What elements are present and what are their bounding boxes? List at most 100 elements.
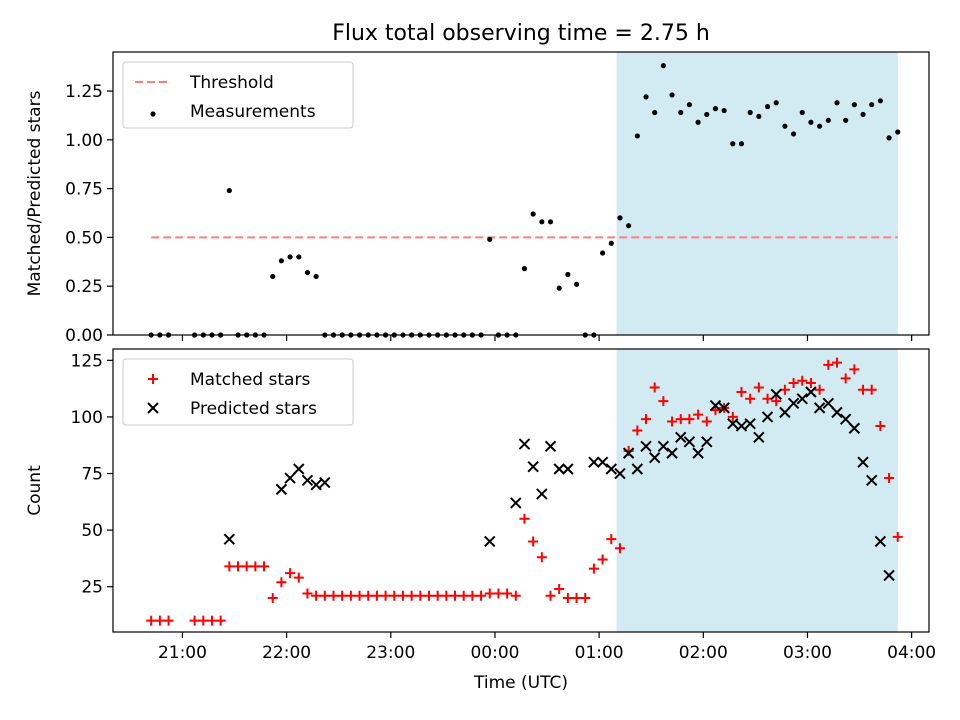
measurement-point bbox=[704, 111, 710, 118]
predicted-star-point bbox=[527, 461, 539, 473]
measurement-point bbox=[782, 123, 788, 129]
legend-label: Predicted stars bbox=[190, 399, 317, 419]
matched-star-point bbox=[805, 377, 816, 388]
predicted-star-point bbox=[588, 456, 600, 468]
predicted-star-point bbox=[631, 463, 644, 475]
matched-star-point bbox=[319, 590, 330, 601]
matched-star-point bbox=[675, 414, 686, 425]
measurement-point bbox=[278, 258, 285, 264]
matched-star-point bbox=[745, 393, 756, 404]
predicted-star-point bbox=[796, 393, 808, 405]
matched-star-point bbox=[285, 568, 296, 579]
matched-star-point bbox=[545, 590, 556, 601]
predicted-star-point bbox=[727, 418, 739, 430]
measurement-point bbox=[851, 102, 857, 108]
legend-box bbox=[122, 358, 354, 426]
predicted-star-point bbox=[692, 447, 704, 459]
matched-star-point bbox=[363, 590, 374, 601]
matched-star-point bbox=[458, 590, 469, 601]
predicted-star-point bbox=[883, 569, 895, 582]
matched-star-point bbox=[814, 384, 825, 395]
y-tick-label: 50 bbox=[81, 521, 103, 541]
top-panel: 0.00 0.25 0.50 0.75 1.00 1.25 Matched/Predicte… bbox=[25, 51, 930, 346]
measurement-point bbox=[226, 187, 232, 194]
matched-star-point bbox=[771, 396, 782, 407]
y-tick-label: 125 bbox=[71, 351, 103, 371]
x-tick-label: 21:00 bbox=[158, 643, 207, 663]
measurement-point bbox=[547, 219, 554, 225]
measurement-point bbox=[521, 266, 528, 272]
measurement-point bbox=[721, 107, 727, 114]
legend-label: Measurements bbox=[190, 102, 316, 122]
measurement-point bbox=[738, 141, 745, 147]
predicted-star-point bbox=[779, 406, 791, 419]
measurement-point bbox=[886, 135, 892, 141]
predicted-star-point bbox=[701, 436, 713, 448]
predicted-star-point bbox=[284, 472, 296, 484]
predicted-star-point bbox=[614, 467, 626, 480]
matched-star-point bbox=[658, 396, 669, 407]
matched-star-point bbox=[189, 615, 200, 626]
legend-measurement-swatch bbox=[150, 111, 156, 117]
predicted-star-point bbox=[484, 535, 496, 548]
predicted-star-point bbox=[718, 402, 730, 414]
predicted-star-point bbox=[622, 447, 635, 459]
predicted-star-point bbox=[319, 476, 331, 489]
measurement-point bbox=[843, 117, 849, 123]
predicted-star-point bbox=[605, 463, 617, 475]
measurement-point bbox=[799, 109, 805, 116]
matched-star-point bbox=[580, 593, 591, 604]
matched-star-point bbox=[727, 411, 738, 422]
matched-star-point bbox=[649, 382, 660, 393]
y-axis-label: Matched/Predicted stars bbox=[25, 90, 45, 296]
matched-star-point bbox=[397, 590, 408, 601]
axes-frame bbox=[112, 348, 930, 633]
measurement-point bbox=[764, 104, 771, 110]
predicted-star-point bbox=[744, 418, 756, 430]
x-tick-label: 04:00 bbox=[887, 643, 936, 663]
predicted-star-point bbox=[536, 488, 548, 500]
y-tick-label: 0.00 bbox=[65, 326, 103, 346]
y-tick-label: 0.25 bbox=[65, 277, 103, 297]
measurement-point bbox=[660, 63, 666, 69]
matched-star-point bbox=[797, 375, 808, 386]
matched-star-point bbox=[450, 590, 461, 601]
x-tick-label: 03:00 bbox=[783, 643, 832, 663]
matched-star-point bbox=[259, 561, 270, 572]
matched-star-point bbox=[241, 561, 252, 572]
measurement-point bbox=[686, 102, 693, 108]
matched-star-point bbox=[693, 409, 704, 420]
measurement-point bbox=[669, 92, 675, 98]
measurement-point bbox=[530, 211, 536, 217]
y-tick-label: 0.75 bbox=[65, 180, 103, 200]
matched-star-point bbox=[753, 382, 764, 393]
legend: Matched stars Predicted stars bbox=[122, 358, 354, 426]
measurement-point bbox=[817, 123, 823, 129]
measurement-point bbox=[869, 102, 875, 108]
matched-star-point bbox=[311, 590, 322, 601]
matched-star-point bbox=[371, 590, 382, 601]
matched-star-point bbox=[736, 387, 747, 398]
shaded-span bbox=[616, 52, 898, 335]
matched-star-point bbox=[892, 531, 903, 542]
matched-star-point bbox=[641, 414, 652, 425]
predicted-star-point bbox=[223, 533, 236, 545]
measurement-point bbox=[313, 273, 319, 280]
matched-star-point bbox=[875, 420, 886, 431]
measurement-point bbox=[877, 98, 883, 104]
bottom-panel: 25 50 75 100 125 21:00 22:00 23:00 00:00 01:00 02:… bbox=[25, 349, 936, 693]
measurement-point bbox=[790, 131, 797, 137]
measurement-point bbox=[304, 269, 311, 276]
matched-star-point bbox=[502, 588, 513, 599]
predicted-star-point bbox=[553, 463, 565, 475]
predicted-star-point bbox=[675, 431, 687, 444]
matched-star-point bbox=[215, 615, 226, 626]
matched-star-point bbox=[562, 593, 573, 604]
measurement-point bbox=[834, 100, 840, 106]
matched-star-point bbox=[345, 590, 356, 601]
predicted-star-point bbox=[805, 386, 817, 398]
matched-star-point bbox=[163, 615, 174, 626]
y-tick-label: 75 bbox=[81, 465, 103, 485]
matched-star-point bbox=[233, 561, 244, 572]
